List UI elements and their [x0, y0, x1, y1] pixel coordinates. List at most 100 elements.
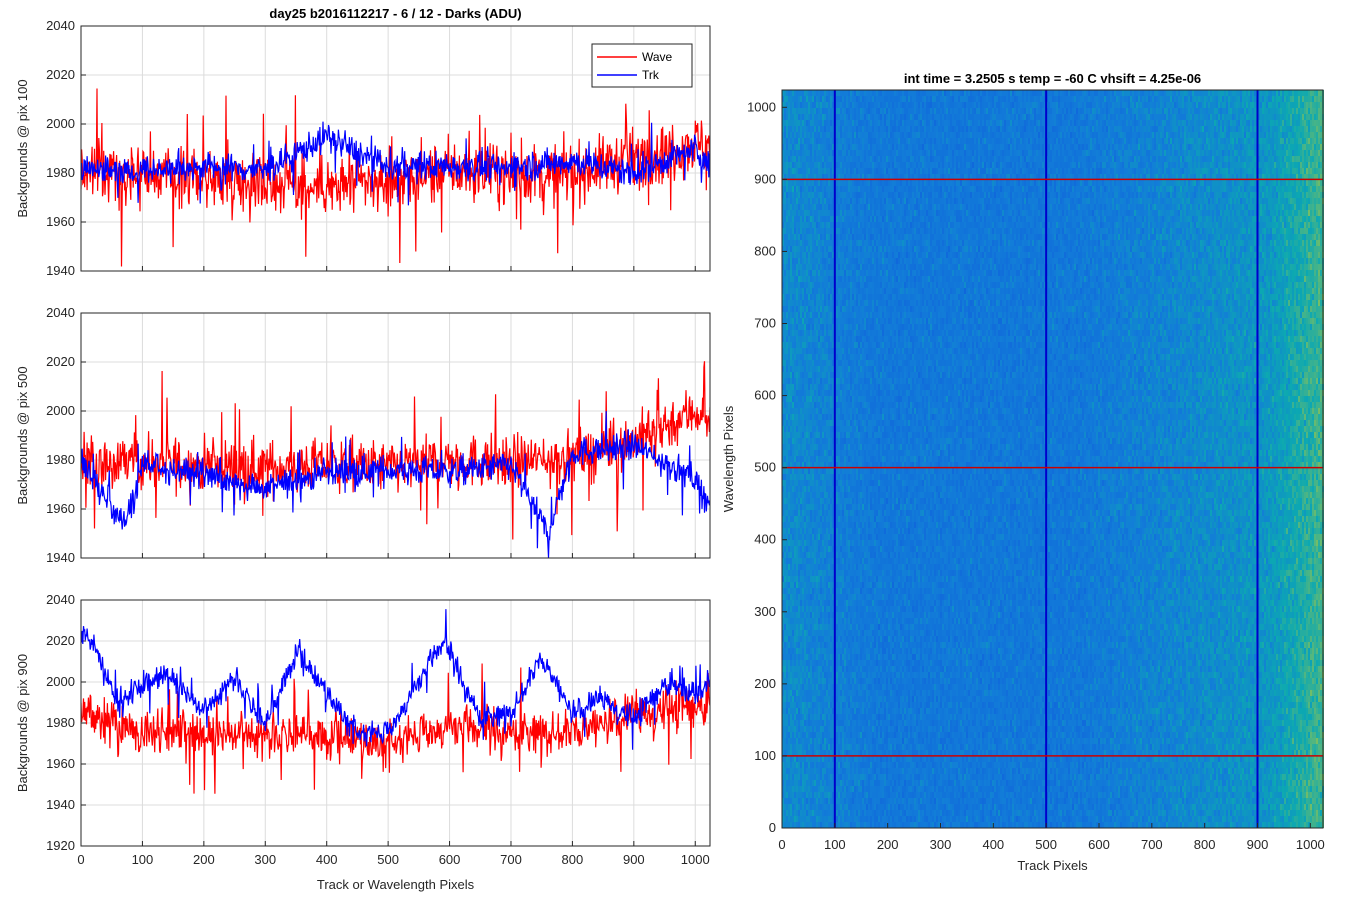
heatmap-cell [798, 786, 800, 792]
heatmap-cell [848, 426, 850, 432]
heatmap-cell [856, 750, 858, 756]
heatmap-cell [852, 516, 854, 522]
heatmap-cell [808, 774, 810, 780]
heatmap-cell [820, 402, 822, 408]
heatmap-cell [812, 270, 814, 276]
heatmap-cell [830, 108, 832, 114]
heatmap-cell [832, 372, 834, 378]
heatmap-cell [808, 432, 810, 438]
heatmap-cell [796, 216, 798, 222]
heatmap-cell [848, 618, 850, 624]
heatmap-cell [790, 336, 792, 342]
heatmap-cell [832, 162, 834, 168]
heatmap-cell [826, 666, 828, 672]
heatmap-cell [846, 150, 848, 156]
heatmap-cell [842, 744, 844, 750]
heatmap-cell [820, 606, 822, 612]
heatmap-cell [858, 258, 860, 264]
heatmap-cell [812, 654, 814, 660]
heatmap-cell [850, 282, 852, 288]
heatmap-cell [846, 750, 848, 756]
heatmap-cell [842, 306, 844, 312]
heatmap-cell [824, 726, 826, 732]
heatmap-cell [792, 294, 794, 300]
heatmap-cell [806, 204, 808, 210]
heatmap-cell [786, 156, 788, 162]
heatmap-cell [790, 456, 792, 462]
heatmap-cell [790, 426, 792, 432]
heatmap-cell [816, 798, 818, 804]
heatmap-cell [808, 528, 810, 534]
heatmap-cell [802, 744, 804, 750]
heatmap-cell [820, 192, 822, 198]
heatmap-cell [856, 570, 858, 576]
heatmap-cell [830, 324, 832, 330]
heatmap-cell [808, 234, 810, 240]
heatmap-cell [812, 444, 814, 450]
heatmap-cell [828, 810, 830, 816]
heatmap-cell [848, 414, 850, 420]
heatmap-cell [804, 546, 806, 552]
heatmap-cell [796, 630, 798, 636]
heatmap-cell [800, 408, 802, 414]
heatmap-cell [838, 546, 840, 552]
heatmap-cell [844, 336, 846, 342]
heatmap-cell [838, 306, 840, 312]
heatmap-cell [820, 450, 822, 456]
heatmap-cell [828, 348, 830, 354]
heatmap-cell [792, 216, 794, 222]
heatmap-cell [814, 588, 816, 594]
heatmap-cell [828, 486, 830, 492]
heatmap-cell [838, 96, 840, 102]
heatmap-cell [798, 204, 800, 210]
heatmap-cell [858, 102, 860, 108]
heatmap-cell [854, 246, 856, 252]
heatmap-cell [850, 420, 852, 426]
heatmap-cell [858, 312, 860, 318]
y-tick-label: 2020 [46, 354, 75, 369]
heatmap-cell [824, 720, 826, 726]
heatmap-cell [814, 192, 816, 198]
heatmap-cell [804, 522, 806, 528]
heatmap-cell [816, 666, 818, 672]
heatmap-cell [800, 726, 802, 732]
heatmap-cell [836, 168, 838, 174]
heatmap-cell [852, 546, 854, 552]
heatmap-cell [836, 630, 838, 636]
heatmap-cell [830, 690, 832, 696]
heatmap-cell [796, 288, 798, 294]
heatmap-cell [852, 660, 854, 666]
heatmap-cell [812, 168, 814, 174]
heatmap-cell [818, 768, 820, 774]
heatmap-cell [796, 690, 798, 696]
heatmap-cell [848, 570, 850, 576]
heatmap-cell [828, 726, 830, 732]
heatmap-cell [856, 510, 858, 516]
heatmap-cell [790, 792, 792, 798]
heatmap-cell [856, 246, 858, 252]
heatmap-cell [838, 732, 840, 738]
y-tick-label: 2020 [46, 67, 75, 82]
heatmap-cell [852, 786, 854, 792]
heatmap-cell [802, 432, 804, 438]
heatmap-cell [798, 270, 800, 276]
heatmap-cell [824, 150, 826, 156]
heatmap-cell [802, 780, 804, 786]
heatmap-cell [798, 678, 800, 684]
heatmap-cell [846, 540, 848, 546]
heatmap-cell [790, 168, 792, 174]
heatmap-cell [828, 636, 830, 642]
heatmap-cell [806, 132, 808, 138]
heatmap-cell [842, 630, 844, 636]
heatmap-cell [818, 348, 820, 354]
heatmap-cell [822, 306, 824, 312]
heatmap-cell [812, 498, 814, 504]
heatmap-cell [824, 480, 826, 486]
heatmap-cell [844, 522, 846, 528]
heatmap-cell [816, 528, 818, 534]
heatmap-cell [810, 516, 812, 522]
heatmap-cell [850, 492, 852, 498]
heatmap-cell [812, 456, 814, 462]
heatmap-cell [828, 312, 830, 318]
heatmap-cell [800, 558, 802, 564]
